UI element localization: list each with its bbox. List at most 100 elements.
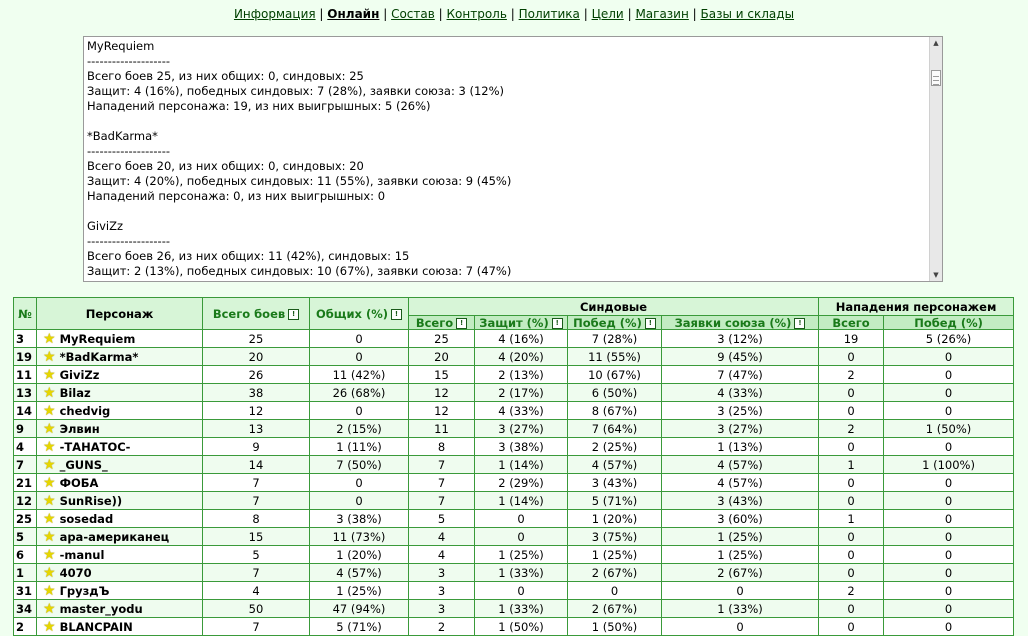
cell-value: 2 — [818, 365, 885, 384]
character-name[interactable]: -ТАНАТОС- — [59, 439, 131, 454]
table-row: 14 ★ chedvig 12 0 12 4 (33%) 8 (67%) 3 (25%) 0 0 — [13, 401, 1015, 420]
cell-value: 1 — [818, 509, 885, 528]
cell-value: 2 (29%) — [474, 473, 568, 492]
nav-link-3[interactable]: Контроль — [446, 7, 507, 21]
star-icon: ★ — [43, 492, 56, 509]
cell-id: 6 — [13, 545, 37, 564]
cell-character: ★ -ТАНАТОС- — [36, 437, 203, 456]
nav-separator: | — [319, 7, 324, 21]
cell-value: 4 — [408, 545, 475, 564]
scroll-up-icon[interactable]: ▲ — [933, 39, 939, 47]
sort-icon[interactable]: ! — [288, 308, 300, 320]
battle-log-textarea[interactable]: MyRequiem -------------------- Всего бое… — [83, 36, 943, 282]
table-row: 2 ★ BLANCPAIN 7 5 (71%) 2 1 (50%) 1 (50%) 0 0 0 — [13, 617, 1015, 636]
cell-value: 1 (100%) — [883, 455, 1015, 474]
sort-icon[interactable]: ! — [794, 317, 806, 329]
table-row: 1 ★ 4070 7 4 (57%) 3 1 (33%) 2 (67%) 2 (67%) 0 0 — [13, 563, 1015, 582]
character-name[interactable]: chedvig — [59, 403, 111, 418]
cell-id: 34 — [13, 599, 37, 618]
table-row: 6 ★ -manul 5 1 (20%) 4 1 (25%) 1 (25%) 1 (25%) 0 0 — [13, 545, 1015, 564]
cell-value: 1 (50%) — [883, 419, 1015, 438]
character-name[interactable]: GiviZz — [59, 367, 100, 382]
star-icon: ★ — [43, 528, 56, 545]
cell-id: 2 — [13, 617, 37, 636]
cell-id: 12 — [13, 491, 37, 510]
cell-id: 25 — [13, 509, 37, 528]
cell-value: 7 — [202, 617, 310, 636]
cell-character: ★ -manul — [36, 545, 203, 564]
sort-icon[interactable]: ! — [644, 317, 656, 329]
cell-value: 7 (28%) — [567, 329, 662, 348]
star-icon: ★ — [43, 438, 56, 455]
scroll-down-icon[interactable]: ▼ — [933, 271, 939, 279]
cell-value: 0 — [883, 509, 1015, 528]
character-name[interactable]: _GUNS_ — [59, 457, 108, 472]
cell-value: 0 — [818, 545, 885, 564]
cell-value: 1 — [818, 455, 885, 474]
cell-value: 11 (73%) — [309, 527, 409, 546]
nav-link-2[interactable]: Состав — [391, 7, 435, 21]
table-row: 25 ★ sosedad 8 3 (38%) 5 0 1 (20%) 3 (60%) 1 0 — [13, 509, 1015, 528]
cell-value: 12 — [408, 401, 475, 420]
cell-id: 3 — [13, 329, 37, 348]
table-row: 19 ★ *BadKarma* 20 0 20 4 (20%) 11 (55%) 9 (45%)… — [13, 347, 1015, 366]
nav-link-4[interactable]: Политика — [518, 7, 580, 21]
nav-link-0[interactable]: Информация — [233, 7, 316, 21]
cell-value: 3 (38%) — [474, 437, 568, 456]
col-group-attack: Нападения персонажем — [818, 297, 1015, 316]
character-name[interactable]: MyRequiem — [59, 331, 136, 346]
cell-character: ★ chedvig — [36, 401, 203, 420]
nav-link-7[interactable]: Базы и склады — [700, 7, 795, 21]
scroll-thumb[interactable] — [931, 70, 941, 86]
character-name[interactable]: ФОБА — [59, 475, 99, 490]
star-icon: ★ — [43, 474, 56, 491]
cell-value: 25 — [408, 329, 475, 348]
cell-character: ★ Bilaz — [36, 383, 203, 402]
character-name[interactable]: sosedad — [59, 511, 114, 526]
character-name[interactable]: 4070 — [59, 565, 92, 580]
character-name[interactable]: apa-американец — [59, 529, 170, 544]
star-icon: ★ — [43, 618, 56, 635]
nav-link-1[interactable]: Онлайн — [327, 7, 380, 21]
nav-separator: | — [383, 7, 388, 21]
cell-character: ★ master_yodu — [36, 599, 203, 618]
sort-icon[interactable]: ! — [391, 308, 403, 320]
cell-value: 0 — [883, 401, 1015, 420]
cell-value: 4 (57%) — [660, 455, 820, 474]
cell-character: ★ apa-американец — [36, 527, 203, 546]
nav-link-5[interactable]: Цели — [591, 7, 624, 21]
character-name[interactable]: -manul — [59, 547, 105, 562]
nav-link-6[interactable]: Магазин — [635, 7, 689, 21]
cell-value: 2 — [818, 419, 885, 438]
log-scrollbar[interactable]: ▲ ▼ — [929, 37, 942, 281]
cell-value: 0 — [883, 347, 1015, 366]
character-name[interactable]: BLANCPAIN — [59, 619, 133, 634]
sort-icon[interactable]: ! — [456, 317, 468, 329]
star-icon: ★ — [43, 348, 56, 365]
character-name[interactable]: Элвин — [59, 421, 100, 436]
col-header-total[interactable]: Всего боев! — [202, 297, 310, 330]
sort-icon[interactable]: ! — [551, 317, 563, 329]
cell-value: 0 — [818, 617, 885, 636]
character-name[interactable]: Bilaz — [59, 385, 91, 400]
star-icon: ★ — [43, 402, 56, 419]
col-header-synd-total[interactable]: Всего! — [408, 315, 475, 330]
character-name[interactable]: ГруздЪ — [59, 583, 110, 598]
character-name[interactable]: SunRise)) — [59, 493, 123, 508]
character-name[interactable]: *BadKarma* — [59, 349, 139, 364]
cell-value: 0 — [818, 383, 885, 402]
character-name[interactable]: master_yodu — [59, 601, 143, 616]
cell-value: 7 (47%) — [660, 365, 820, 384]
cell-value: 0 — [883, 563, 1015, 582]
cell-value: 0 — [660, 581, 820, 600]
cell-value: 7 — [202, 563, 310, 582]
cell-value: 1 (14%) — [474, 491, 568, 510]
col-header-synd-union[interactable]: Заявки союза (%)! — [660, 315, 820, 330]
nav-separator: | — [510, 7, 515, 21]
col-header-synd-def[interactable]: Защит (%)! — [474, 315, 568, 330]
col-header-synd-win[interactable]: Побед (%)! — [567, 315, 662, 330]
nav-separator: | — [583, 7, 588, 21]
nav-separator: | — [438, 7, 443, 21]
star-icon: ★ — [43, 564, 56, 581]
col-header-common[interactable]: Общих (%)! — [309, 297, 409, 330]
